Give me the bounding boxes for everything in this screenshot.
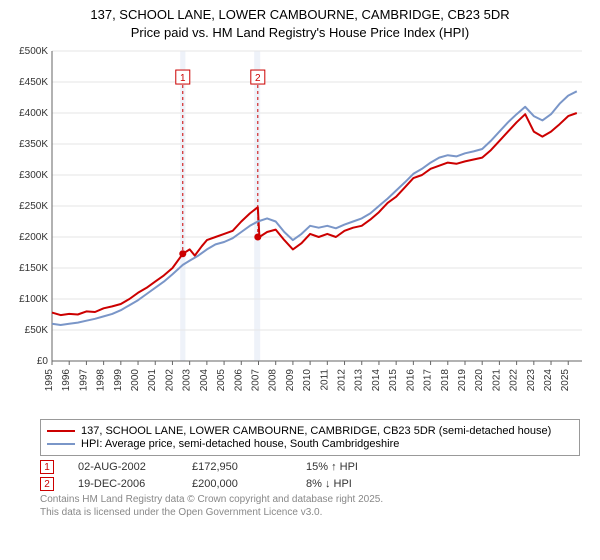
title-block: 137, SCHOOL LANE, LOWER CAMBOURNE, CAMBR… <box>0 0 600 43</box>
svg-text:2015: 2015 <box>388 369 399 392</box>
svg-text:2004: 2004 <box>199 369 210 392</box>
svg-text:2008: 2008 <box>268 369 279 392</box>
marker-row: 1 02-AUG-2002 £172,950 15% ↑ HPI <box>40 460 580 474</box>
svg-text:£450K: £450K <box>19 77 48 88</box>
svg-text:2017: 2017 <box>423 369 434 392</box>
svg-text:2011: 2011 <box>319 369 330 391</box>
legend-swatch <box>47 443 75 445</box>
attribution-line-1: Contains HM Land Registry data © Crown c… <box>40 494 580 507</box>
svg-text:2014: 2014 <box>371 369 382 392</box>
svg-text:2009: 2009 <box>285 369 296 392</box>
svg-text:2006: 2006 <box>233 369 244 392</box>
svg-text:2016: 2016 <box>405 369 416 392</box>
attribution: Contains HM Land Registry data © Crown c… <box>40 494 580 519</box>
svg-text:£300K: £300K <box>19 170 48 181</box>
svg-text:2007: 2007 <box>250 369 261 392</box>
legend-row: HPI: Average price, semi-detached house,… <box>47 438 573 450</box>
marker-delta: 15% ↑ HPI <box>306 461 396 473</box>
svg-text:1: 1 <box>180 73 186 84</box>
attribution-line-2: This data is licensed under the Open Gov… <box>40 507 580 520</box>
svg-text:2020: 2020 <box>474 369 485 392</box>
marker-id-box: 2 <box>40 477 54 491</box>
marker-date: 19-DEC-2006 <box>78 478 168 490</box>
marker-date: 02-AUG-2002 <box>78 461 168 473</box>
legend-swatch <box>47 430 75 432</box>
svg-text:1998: 1998 <box>96 369 107 392</box>
svg-text:1995: 1995 <box>44 369 55 392</box>
svg-text:2025: 2025 <box>560 369 571 392</box>
svg-text:2: 2 <box>255 73 261 84</box>
title-line-2: Price paid vs. HM Land Registry's House … <box>10 24 590 42</box>
chart-area: £0 £50K £100K £150K £200K £250K £300K £350K £400… <box>10 43 590 413</box>
svg-text:1999: 1999 <box>113 369 124 392</box>
svg-text:£500K: £500K <box>19 46 48 57</box>
svg-text:2012: 2012 <box>337 369 348 392</box>
svg-text:£100K: £100K <box>19 294 48 305</box>
svg-text:2024: 2024 <box>543 369 554 392</box>
marker-delta: 8% ↓ HPI <box>306 478 396 490</box>
svg-text:2013: 2013 <box>354 369 365 392</box>
svg-text:£150K: £150K <box>19 263 48 274</box>
svg-text:£0: £0 <box>37 356 49 367</box>
svg-text:2022: 2022 <box>509 369 520 392</box>
svg-text:2005: 2005 <box>216 369 227 392</box>
title-line-1: 137, SCHOOL LANE, LOWER CAMBOURNE, CAMBR… <box>10 6 590 24</box>
marker-row: 2 19-DEC-2006 £200,000 8% ↓ HPI <box>40 477 580 491</box>
marker-price: £172,950 <box>192 461 282 473</box>
svg-text:£50K: £50K <box>25 325 49 336</box>
legend-label: HPI: Average price, semi-detached house,… <box>81 438 399 450</box>
marker-id-box: 1 <box>40 460 54 474</box>
svg-text:2019: 2019 <box>457 369 468 392</box>
legend-label: 137, SCHOOL LANE, LOWER CAMBOURNE, CAMBR… <box>81 425 551 437</box>
chart-container: 137, SCHOOL LANE, LOWER CAMBOURNE, CAMBR… <box>0 0 600 560</box>
svg-text:2003: 2003 <box>182 369 193 392</box>
svg-text:2002: 2002 <box>164 369 175 392</box>
svg-text:£250K: £250K <box>19 201 48 212</box>
svg-text:1996: 1996 <box>61 369 72 392</box>
svg-text:2021: 2021 <box>491 369 502 392</box>
legend: 137, SCHOOL LANE, LOWER CAMBOURNE, CAMBR… <box>40 419 580 456</box>
marker-price: £200,000 <box>192 478 282 490</box>
marker-table: 1 02-AUG-2002 £172,950 15% ↑ HPI 2 19-DEC-200… <box>40 460 580 491</box>
svg-text:2001: 2001 <box>147 369 158 392</box>
line-chart-svg: £0 £50K £100K £150K £200K £250K £300K £350K £400… <box>10 43 590 413</box>
svg-text:2018: 2018 <box>440 369 451 392</box>
svg-text:2000: 2000 <box>130 369 141 392</box>
svg-text:£400K: £400K <box>19 108 48 119</box>
svg-text:2010: 2010 <box>302 369 313 392</box>
svg-text:£200K: £200K <box>19 232 48 243</box>
svg-text:£350K: £350K <box>19 139 48 150</box>
svg-text:1997: 1997 <box>78 369 89 392</box>
legend-row: 137, SCHOOL LANE, LOWER CAMBOURNE, CAMBR… <box>47 425 573 437</box>
svg-text:2023: 2023 <box>526 369 537 392</box>
